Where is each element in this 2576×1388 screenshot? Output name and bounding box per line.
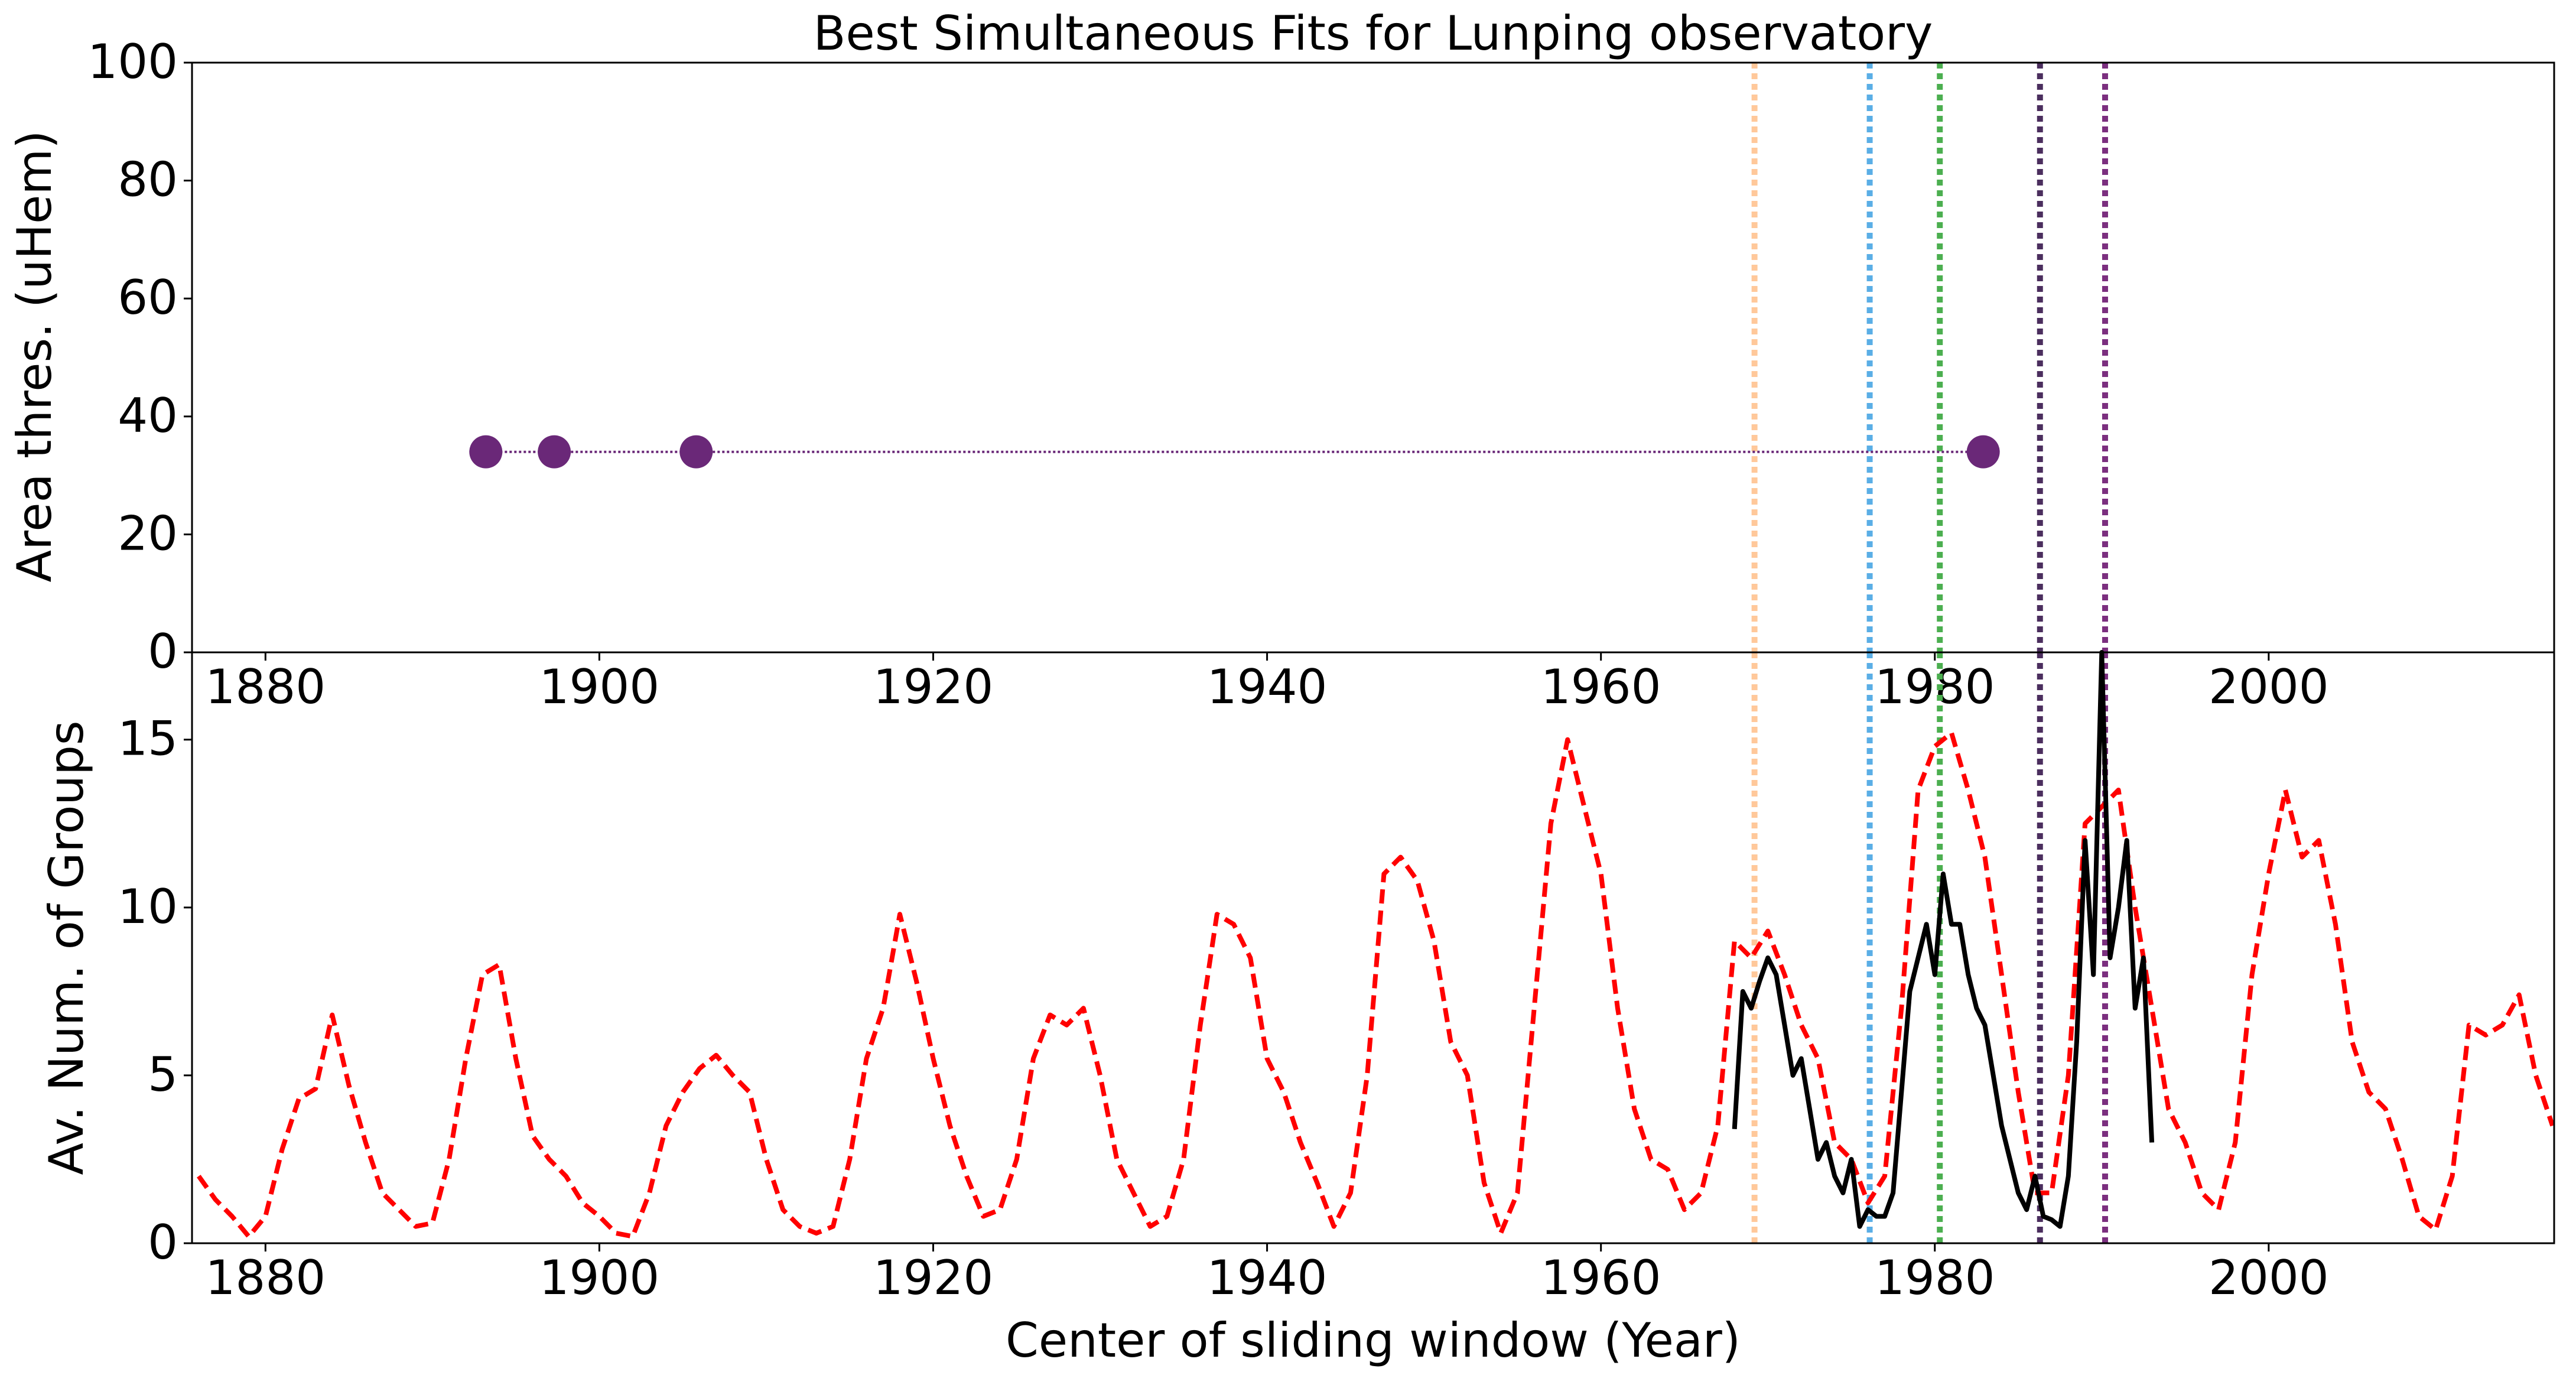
series-line [197,730,2555,1239]
x-tick-label: 1900 [539,1250,660,1305]
point [538,435,571,469]
y-tick-label: 15 [118,711,178,766]
plot-frame [191,651,2555,1244]
x-tick-label: 1980 [1875,1250,1995,1305]
y-tick-label: 0 [148,624,178,679]
x-tick-label: 1900 [539,659,660,714]
x-axis-label: Center of sliding window (Year) [1006,1313,1741,1368]
x-tick-label: 1940 [1207,1250,1328,1305]
y-tick-label: 5 [148,1047,178,1102]
y-tick-label: 20 [118,506,178,561]
chart-title: Best Simultaneous Fits for Lunping obser… [814,6,1933,61]
y-tick-label: 100 [87,34,178,89]
x-tick-label: 1880 [206,659,326,714]
series-line [1732,650,2155,1229]
y-tick-label: 0 [148,1215,178,1270]
point [1966,435,2000,469]
x-tick-label: 1880 [206,1250,326,1305]
y-tick-label: 80 [118,152,178,207]
plot-frame [191,61,2555,654]
x-tick-label: 1960 [1541,659,1661,714]
x-tick-label: 1980 [1875,659,1995,714]
x-tick-label: 2000 [2209,659,2329,714]
y-tick-label: 60 [118,270,178,325]
y-axis-label: Av. Num. of Groups [39,720,94,1175]
point [679,435,713,469]
x-tick-label: 2000 [2209,1250,2329,1305]
x-tick-label: 1920 [873,1250,994,1305]
x-tick-label: 1920 [873,659,994,714]
point [469,435,503,469]
y-tick-label: 40 [118,388,178,443]
y-axis-label: Area thres. (uHem) [7,131,62,583]
y-tick-label: 10 [118,879,178,934]
x-tick-label: 1940 [1207,659,1328,714]
x-tick-label: 1960 [1541,1250,1661,1305]
